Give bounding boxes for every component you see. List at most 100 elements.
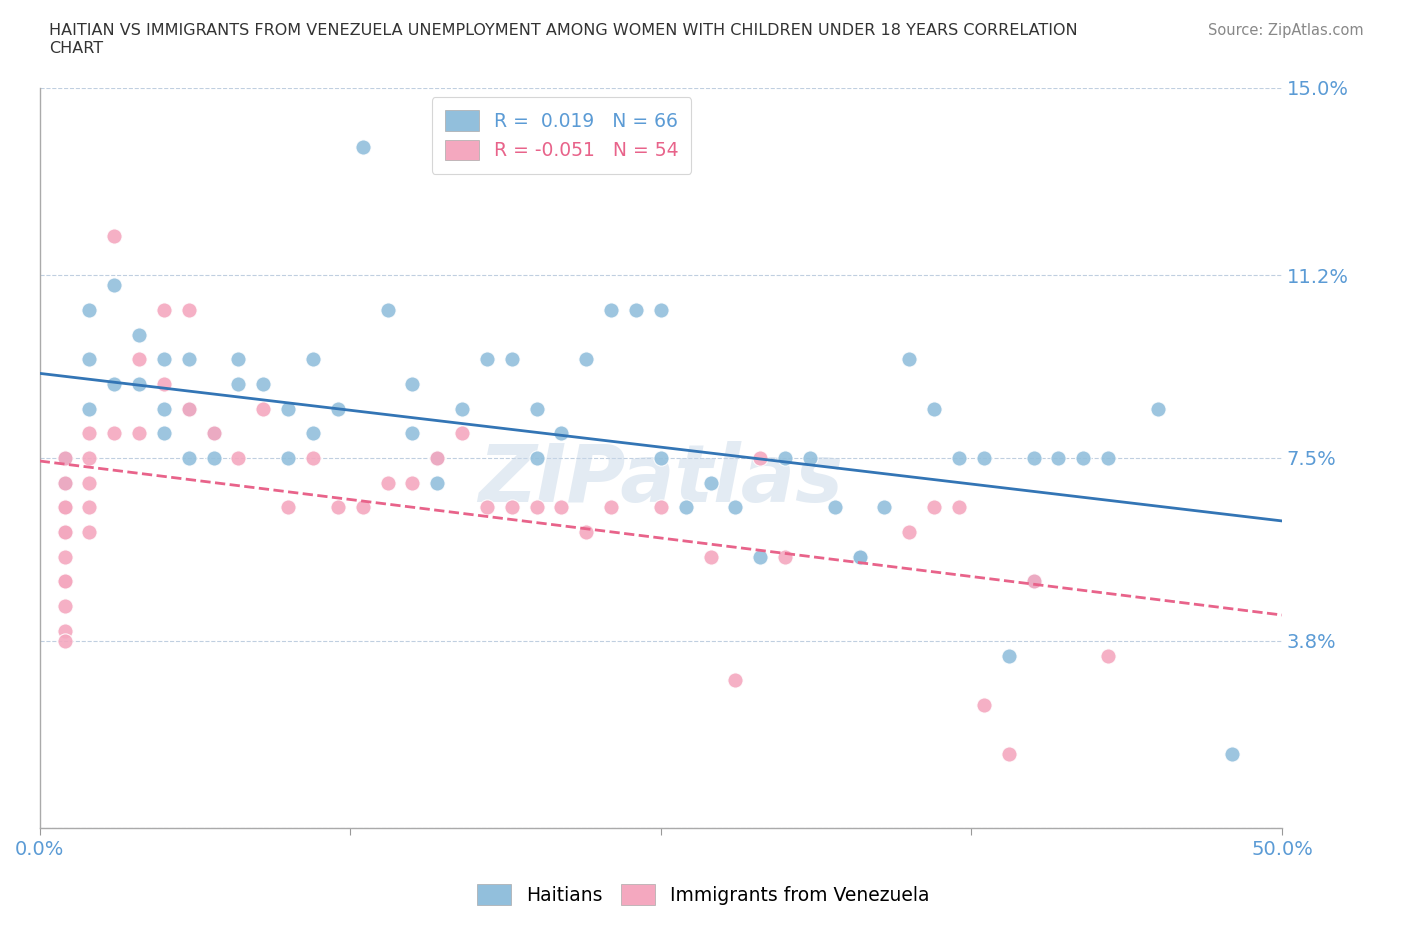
Point [773, 550, 796, 565]
Point [426, 475, 449, 490]
Point [650, 302, 672, 317]
Point [526, 401, 548, 416]
Point [922, 500, 945, 515]
Point [153, 377, 176, 392]
Point [824, 500, 846, 515]
Point [451, 426, 474, 441]
Point [53, 450, 76, 465]
Point [53, 574, 76, 589]
Point [475, 352, 498, 366]
Point [202, 426, 225, 441]
Point [575, 352, 598, 366]
Point [103, 278, 125, 293]
Point [302, 450, 325, 465]
Point [1047, 450, 1070, 465]
Point [997, 747, 1019, 762]
Point [749, 450, 772, 465]
Point [128, 377, 150, 392]
Point [153, 352, 176, 366]
Point [600, 302, 623, 317]
Point [53, 525, 76, 539]
Point [650, 500, 672, 515]
Point [650, 450, 672, 465]
Point [79, 401, 101, 416]
Text: ZIPatlas: ZIPatlas [478, 441, 844, 519]
Point [228, 377, 250, 392]
Point [53, 500, 76, 515]
Point [401, 426, 423, 441]
Point [252, 401, 274, 416]
Point [153, 426, 176, 441]
Point [277, 450, 299, 465]
Point [177, 450, 200, 465]
Point [228, 450, 250, 465]
Point [302, 352, 325, 366]
Point [153, 401, 176, 416]
Point [302, 426, 325, 441]
Point [202, 450, 225, 465]
Point [973, 698, 995, 712]
Point [103, 229, 125, 244]
Point [1022, 574, 1045, 589]
Point [377, 475, 399, 490]
Point [53, 525, 76, 539]
Point [53, 599, 76, 614]
Legend: R =  0.019   N = 66, R = -0.051   N = 54: R = 0.019 N = 66, R = -0.051 N = 54 [432, 97, 692, 174]
Legend: Haitians, Immigrants from Venezuela: Haitians, Immigrants from Venezuela [465, 873, 941, 916]
Point [501, 352, 523, 366]
Point [177, 302, 200, 317]
Point [1220, 747, 1243, 762]
Point [773, 450, 796, 465]
Point [53, 550, 76, 565]
Point [177, 401, 200, 416]
Point [1071, 450, 1094, 465]
Point [177, 352, 200, 366]
Point [128, 327, 150, 342]
Point [53, 450, 76, 465]
Point [1097, 450, 1119, 465]
Point [277, 500, 299, 515]
Point [749, 550, 772, 565]
Point [922, 401, 945, 416]
Point [600, 500, 623, 515]
Point [699, 475, 721, 490]
Text: Source: ZipAtlas.com: Source: ZipAtlas.com [1208, 23, 1364, 38]
Point [53, 623, 76, 638]
Point [79, 475, 101, 490]
Point [79, 525, 101, 539]
Point [53, 475, 76, 490]
Point [228, 352, 250, 366]
Point [53, 500, 76, 515]
Text: HAITIAN VS IMMIGRANTS FROM VENEZUELA UNEMPLOYMENT AMONG WOMEN WITH CHILDREN UNDE: HAITIAN VS IMMIGRANTS FROM VENEZUELA UNE… [49, 23, 1078, 56]
Point [724, 500, 747, 515]
Point [128, 352, 150, 366]
Point [53, 475, 76, 490]
Point [675, 500, 697, 515]
Point [898, 352, 921, 366]
Point [451, 401, 474, 416]
Point [352, 500, 374, 515]
Point [948, 500, 970, 515]
Point [699, 550, 721, 565]
Point [377, 302, 399, 317]
Point [550, 426, 572, 441]
Point [53, 500, 76, 515]
Point [848, 550, 870, 565]
Point [973, 450, 995, 465]
Point [79, 450, 101, 465]
Point [401, 377, 423, 392]
Point [475, 500, 498, 515]
Point [526, 450, 548, 465]
Point [153, 302, 176, 317]
Point [53, 525, 76, 539]
Point [997, 648, 1019, 663]
Point [79, 500, 101, 515]
Point [426, 450, 449, 465]
Point [53, 633, 76, 648]
Point [1022, 574, 1045, 589]
Point [252, 377, 274, 392]
Point [873, 500, 896, 515]
Point [401, 475, 423, 490]
Point [128, 426, 150, 441]
Point [799, 450, 821, 465]
